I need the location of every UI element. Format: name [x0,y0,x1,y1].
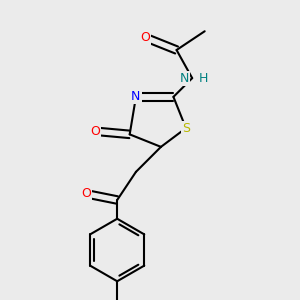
Text: O: O [90,125,100,138]
Text: O: O [140,31,150,44]
Text: O: O [81,187,91,200]
Text: H: H [198,72,208,85]
Text: N: N [180,72,189,85]
Text: N: N [131,90,141,104]
Text: S: S [182,122,190,135]
